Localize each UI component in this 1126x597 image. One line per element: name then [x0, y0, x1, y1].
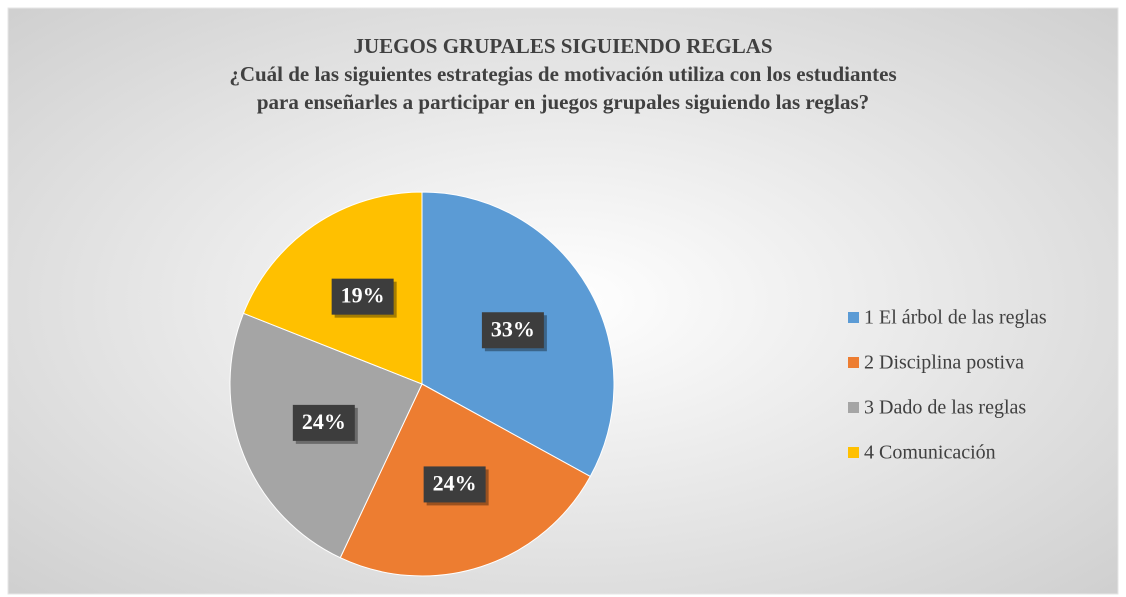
legend-swatch — [848, 312, 859, 323]
label-box — [423, 466, 486, 503]
data-label: 33% — [491, 316, 535, 341]
legend-label: 4 Comunicación — [864, 442, 996, 464]
legend-label: 3 Dado de las reglas — [864, 397, 1026, 419]
data-label: 24% — [302, 409, 346, 434]
legend-swatch — [848, 357, 859, 368]
label-box — [331, 278, 394, 315]
legend-label: 2 Disciplina postiva — [864, 352, 1024, 374]
legend-label: 1 El árbol de las reglas — [864, 307, 1047, 329]
data-label: 19% — [341, 283, 385, 308]
chart-subtitle: para enseñarles a participar en juegos g… — [257, 90, 869, 114]
chart-subtitle: ¿Cuál de las siguientes estrategias de m… — [229, 62, 896, 86]
legend-swatch — [848, 402, 859, 413]
label-box — [481, 312, 544, 349]
chart-title: JUEGOS GRUPALES SIGUIENDO REGLAS — [353, 34, 772, 58]
data-label: 24% — [433, 470, 477, 495]
legend-swatch — [848, 447, 859, 458]
label-box — [292, 404, 355, 441]
